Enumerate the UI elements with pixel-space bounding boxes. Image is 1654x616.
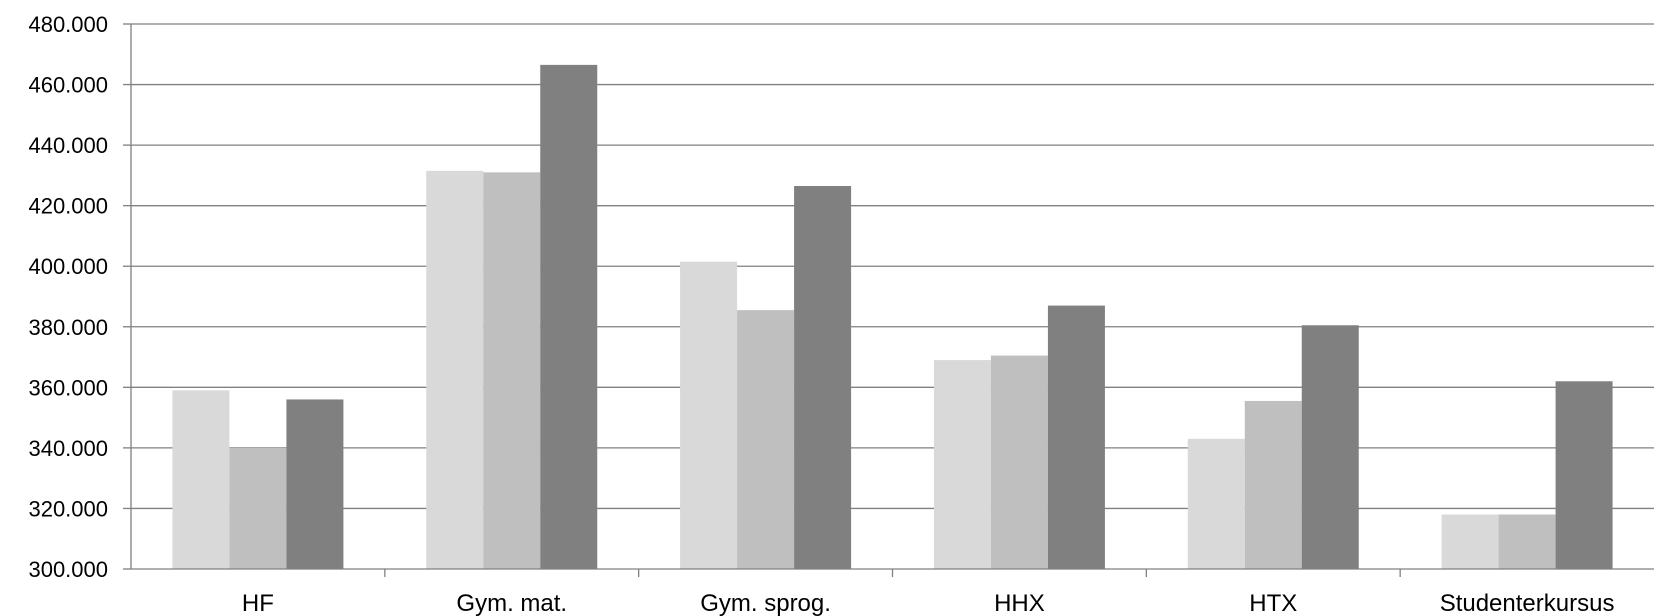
bar <box>990 355 1048 569</box>
bar <box>1301 325 1359 569</box>
bar <box>286 399 344 569</box>
bar <box>933 360 991 569</box>
x-category-label: Studenterkursus <box>1440 590 1615 616</box>
axes <box>123 23 1654 577</box>
bar <box>172 390 230 569</box>
x-category-label: HTX <box>1249 590 1297 616</box>
y-axis-tick-labels: 300.000 320.000 340.000 360.000 380.000 400.0… <box>28 12 108 582</box>
gridlines <box>131 23 1654 510</box>
bar <box>426 170 484 569</box>
bar <box>680 261 738 569</box>
y-tick-label: 320.000 <box>28 496 108 521</box>
y-tick-label: 400.000 <box>28 254 108 279</box>
x-category-label: Gym. sprog. <box>700 590 831 616</box>
bar <box>540 64 598 569</box>
bar <box>1244 400 1302 569</box>
bar <box>1555 381 1613 569</box>
y-tick-label: 440.000 <box>28 133 108 158</box>
x-category-label: Gym. mat. <box>456 590 567 616</box>
y-tick-label: 420.000 <box>28 194 108 219</box>
bar <box>1498 514 1556 569</box>
y-tick-label: 480.000 <box>28 12 108 37</box>
x-axis-category-labels: HF Gym. mat. Gym. sprog. HHX HTX Studenterkur… <box>242 590 1615 616</box>
bar <box>794 185 852 569</box>
y-tick-label: 460.000 <box>28 73 108 98</box>
bar <box>1047 305 1105 569</box>
bar <box>1187 438 1245 569</box>
bar <box>229 447 287 569</box>
bar <box>737 310 795 569</box>
x-category-label: HHX <box>994 590 1045 616</box>
y-tick-label: 380.000 <box>28 315 108 340</box>
bar-group <box>172 64 1613 569</box>
x-category-label: HF <box>242 590 274 616</box>
bar <box>1441 514 1499 569</box>
bar <box>483 172 541 569</box>
y-tick-label: 340.000 <box>28 436 108 461</box>
y-tick-label: 300.000 <box>28 557 108 582</box>
y-tick-label: 360.000 <box>28 375 108 400</box>
